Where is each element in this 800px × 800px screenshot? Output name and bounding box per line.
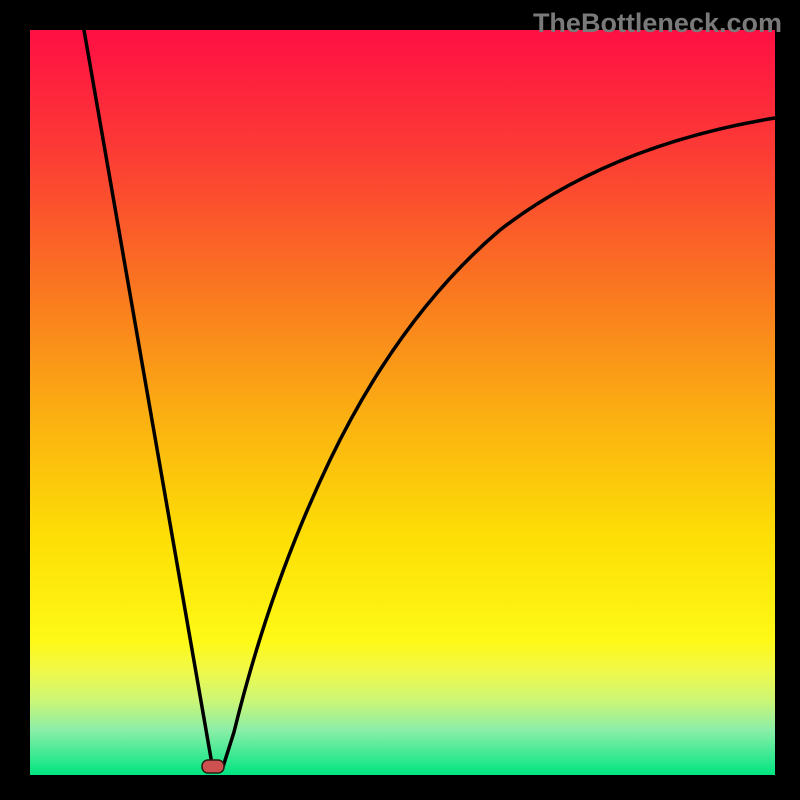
watermark-text: TheBottleneck.com [533,8,782,39]
minimum-marker [202,760,224,773]
plot-area [30,30,775,775]
gradient-background [30,30,775,775]
chart-container: TheBottleneck.com [0,0,800,800]
